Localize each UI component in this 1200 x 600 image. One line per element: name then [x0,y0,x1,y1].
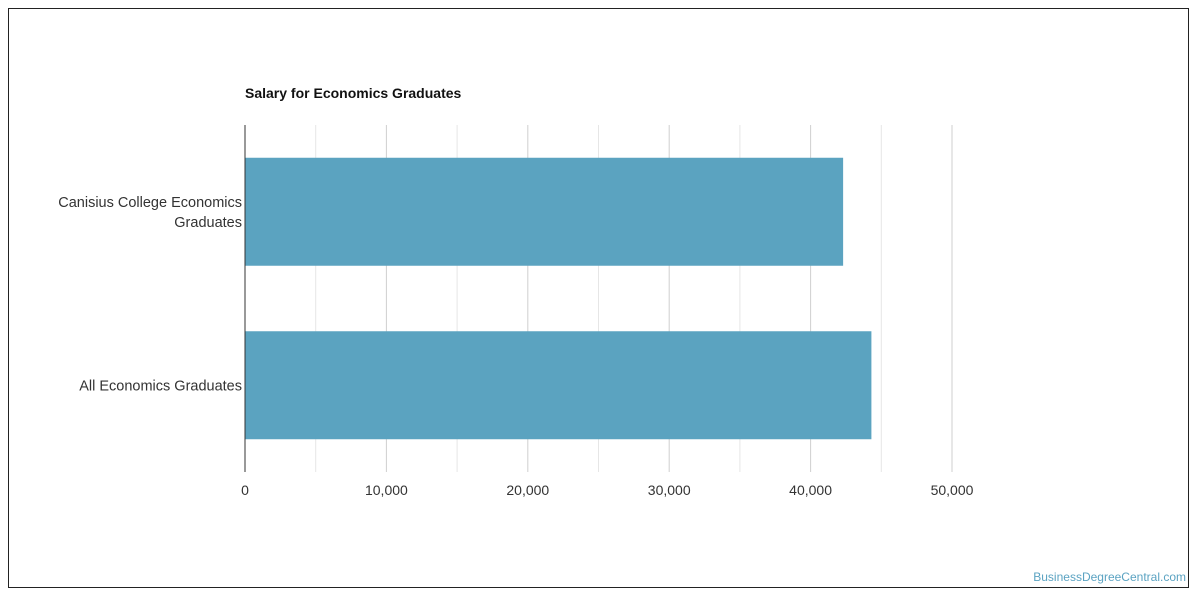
labels: Canisius College Economics Graduates All E… [58,195,973,498]
x-tick-label: 50,000 [931,482,974,498]
source-watermark: BusinessDegreeCentral.com [1033,570,1186,584]
category-label: All Economics Graduates [79,378,242,394]
category-label: Canisius College Economics Graduates [58,195,242,231]
x-tick-label: 30,000 [648,482,691,498]
category-label-line: Graduates [174,215,242,231]
x-tick-label: 0 [241,482,249,498]
category-label-line: All Economics Graduates [79,378,242,394]
x-tick-label: 10,000 [365,482,408,498]
category-label-line: Canisius College Economics [58,195,242,211]
bar [245,331,872,440]
bar [245,157,844,266]
x-tick-label: 40,000 [789,482,832,498]
bars [245,157,872,440]
x-tick-label: 20,000 [506,482,549,498]
chart-title: Salary for Economics Graduates [245,85,462,101]
